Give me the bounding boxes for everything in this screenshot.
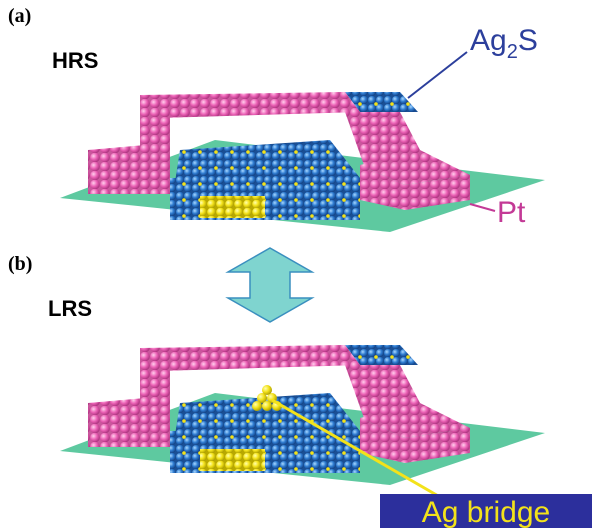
state-label: HRS [52,48,98,73]
panel-label: (a) [8,5,31,27]
ag2s-leader [407,51,468,99]
state-label: LRS [48,296,92,321]
pt-leader [469,203,496,212]
ag2s-label: Ag2S [470,24,538,63]
ag2s-tail: S [518,24,538,57]
bridge-label: Ag bridge [422,496,550,529]
switch-arrow [225,247,315,323]
device-lrs [60,345,545,485]
pt-label: Pt [497,196,526,229]
ag2s-sub: 2 [507,41,518,63]
bridge-box [380,494,592,528]
ag2s-base: Ag [470,24,507,57]
device-hrs [60,92,545,232]
bridge-leader [271,398,441,499]
panel-label: (b) [8,253,32,275]
